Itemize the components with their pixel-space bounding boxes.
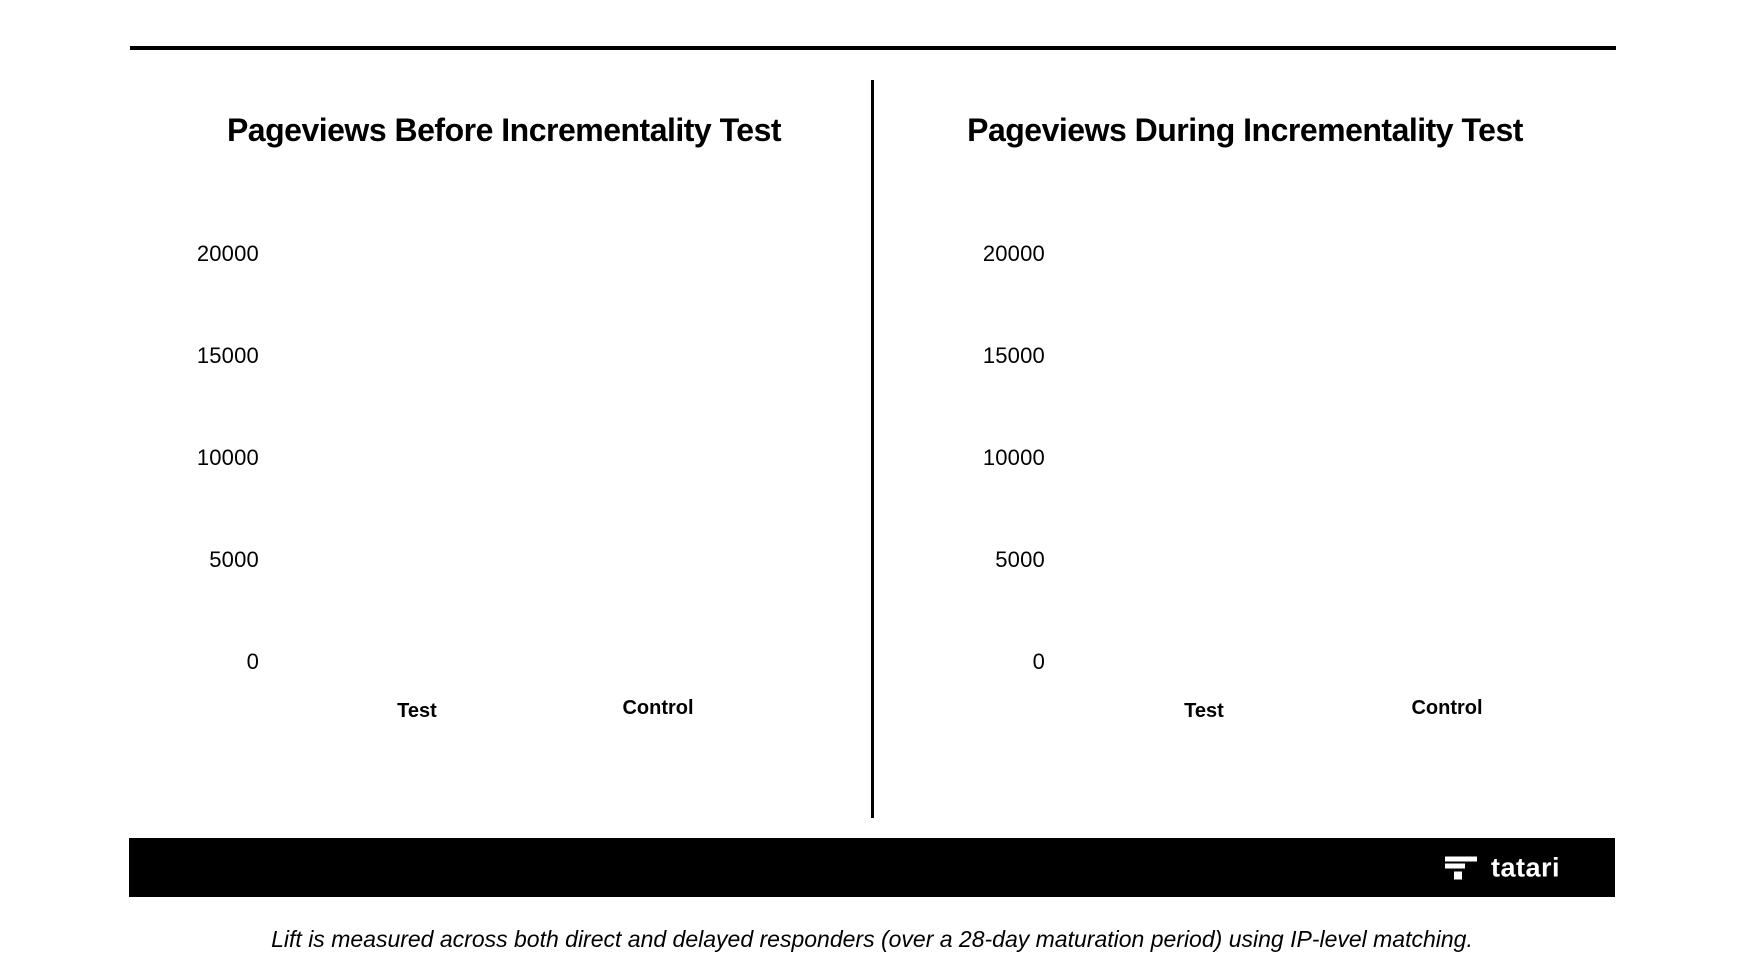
y-axis-tick-label: 20000 [196,241,259,266]
x-axis-category-label: Test [397,700,437,722]
top-rule [130,46,1616,50]
x-axis-category-label: Control [622,697,694,719]
footer-bar: tatari [129,838,1615,897]
y-axis-tick-label: 5000 [995,547,1045,572]
figure-caption: Lift is measured across both direct and … [271,926,1473,952]
chart-title-before: Pageviews Before Incrementality Test [226,112,782,148]
tatari-t-icon-mid-bar [1444,863,1465,868]
y-axis-tick-label: 10000 [982,445,1045,470]
tatari-t-icon-top-bar [1444,856,1477,861]
chart-title-during: Pageviews During Incrementality Test [967,112,1523,148]
y-axis-tick-label: 5000 [209,547,259,572]
panel-divider [871,80,874,818]
y-axis-tick-label: 15000 [982,343,1045,368]
y-axis-tick-label: 0 [246,649,259,674]
x-axis-category-label: Control [1411,697,1483,719]
tatari-t-icon-stem-square [1453,871,1462,879]
y-axis-tick-label: 20000 [982,241,1045,266]
tatari-wordmark: tatari [1490,852,1560,882]
y-axis-tick-label: 0 [1032,649,1045,674]
tatari-logo: tatari [1444,852,1560,882]
y-axis-tick-label: 15000 [196,343,259,368]
x-axis-category-label: Test [1184,700,1224,722]
y-axis-tick-label: 10000 [196,445,259,470]
tatari-t-icon [1444,856,1477,879]
